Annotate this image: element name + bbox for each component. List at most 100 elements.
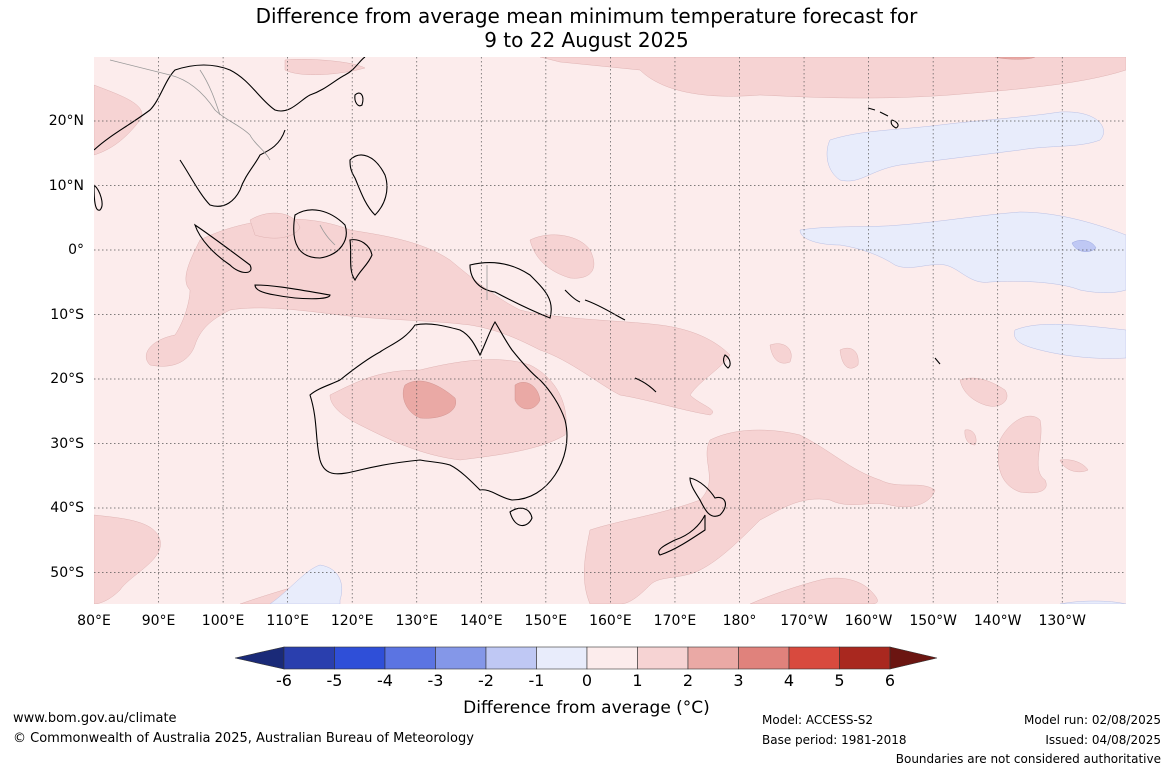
longitude-label: 160°E <box>589 613 632 629</box>
colorbar-swatch <box>485 646 537 670</box>
colorbar-tick-label: 4 <box>783 671 795 690</box>
coastlines <box>94 57 941 556</box>
contour-aus-hot2 <box>514 382 541 410</box>
contour-tasman <box>584 429 936 604</box>
base-period: Base period: 1981-2018 <box>762 733 907 747</box>
coast-nz-south <box>658 514 706 556</box>
contour-pacific-small4 <box>964 429 977 446</box>
colorbar <box>234 646 938 670</box>
coast-tasmania <box>509 507 533 527</box>
colorbar-tick-label: -4 <box>377 671 393 690</box>
contour-north-hot <box>994 57 1036 60</box>
longitude-label: 170°E <box>653 613 697 629</box>
graticule <box>94 57 1126 604</box>
contour-south-west <box>94 514 161 604</box>
colorbar-swatch <box>384 646 436 670</box>
coast-taiwan <box>354 92 364 107</box>
coast-fiji <box>934 357 941 365</box>
colorbar-tick-label: 6 <box>884 671 896 690</box>
longitude-label: 110°E <box>266 613 309 629</box>
longitude-label: 170°W <box>780 613 828 629</box>
colorbar-swatch <box>283 646 335 670</box>
colorbar-swatch <box>687 646 739 670</box>
colorbar-swatch <box>738 646 790 670</box>
contour-cool-equator <box>799 211 1126 293</box>
contour-aus-hot1 <box>402 380 456 419</box>
map-title-line1: Difference from average mean minimum tem… <box>255 4 918 28</box>
latitude-label: 40°S <box>50 500 84 516</box>
contour-pacific-small1 <box>959 377 1008 407</box>
colorbar-extend-high <box>889 646 938 670</box>
coast-hawaii <box>867 107 899 129</box>
colorbar-tick-label: -3 <box>427 671 444 690</box>
longitude-label: 140°E <box>460 613 503 629</box>
longitude-label: 90°E <box>141 613 176 629</box>
contour-maritime <box>145 218 731 416</box>
longitude-label: 150°E <box>524 613 568 629</box>
contour-pacific-small2 <box>839 347 859 369</box>
contour-indian-mid <box>249 212 301 239</box>
model-name: Model: ACCESS-S2 <box>762 713 874 727</box>
coast-sulawesi <box>349 239 373 282</box>
latitude-label: 20°N <box>48 113 84 129</box>
colorbar-tick-label: 3 <box>733 671 744 690</box>
contour-pacific-small5 <box>1059 459 1089 473</box>
issued-date: Issued: 04/08/2025 <box>1045 733 1161 747</box>
model-run-date: Model run: 02/08/2025 <box>1023 713 1161 727</box>
longitude-label: 120°E <box>330 613 374 629</box>
latitude-label: 30°S <box>50 435 84 452</box>
colorbar-tick-label: 2 <box>682 671 694 690</box>
latitude-label: 50°S <box>50 564 84 581</box>
longitude-label: 130°W <box>1038 613 1087 629</box>
coast-vanuatu <box>723 354 731 369</box>
contour-cool-north <box>826 111 1104 182</box>
colorbar-extend-low <box>234 646 285 670</box>
coast-png <box>469 261 552 319</box>
colorbar-tick-label: 1 <box>632 671 643 690</box>
contour-cool-core <box>1071 240 1097 252</box>
longitude-label: 140°W <box>973 613 1022 629</box>
colorbar-tick-label: 0 <box>581 671 593 690</box>
contour-north-small <box>284 59 366 75</box>
contour-pacific-small3 <box>769 343 792 364</box>
colorbar-swatch <box>435 646 487 670</box>
colorbar-tick-label: -1 <box>528 671 545 690</box>
country-borders <box>109 59 488 300</box>
contour-indian-nw <box>94 84 143 156</box>
copyright-text: © Commonwealth of Australia 2025, Austra… <box>13 731 474 746</box>
latitude-label: 10°N <box>48 177 84 194</box>
coast-borneo <box>293 209 347 259</box>
colorbar-swatch <box>586 646 638 670</box>
coast-new-caledonia <box>634 377 657 393</box>
colorbar-swatch <box>334 646 386 670</box>
colorbar-title: Difference from average (°C) <box>463 698 710 718</box>
latitude-label: 0° <box>68 242 84 258</box>
contour-cool-south-east <box>1059 600 1126 604</box>
longitude-label: 180° <box>722 613 757 629</box>
colorbar-swatch <box>536 646 588 670</box>
contour-cool-southeast <box>1014 324 1126 359</box>
contour-north-pacific <box>539 57 1126 99</box>
contour-pacific-east <box>998 415 1047 493</box>
coast-nz-north <box>689 477 726 517</box>
longitude-label: 160°W <box>844 613 893 629</box>
latitude-label: 20°S <box>50 371 84 387</box>
colorbar-tick-label: -5 <box>326 671 343 690</box>
map-title-line2: 9 to 22 August 2025 <box>484 28 689 52</box>
website-link[interactable]: www.bom.gov.au/climate <box>13 711 177 726</box>
longitude-label: 80°E <box>77 613 111 629</box>
longitude-label: 150°W <box>909 613 957 629</box>
latitude-label: 10°S <box>50 306 84 323</box>
colorbar-tick-label: -2 <box>478 671 494 690</box>
coast-java <box>254 284 331 300</box>
colorbar-tick-label: 5 <box>834 671 845 690</box>
colorbar-tick-label: -6 <box>276 671 292 690</box>
colorbar-swatch <box>839 646 891 670</box>
contour-south-pacific <box>749 577 878 604</box>
boundary-disclaimer: Boundaries are not considered authoritat… <box>895 752 1161 766</box>
colorbar-swatch <box>637 646 689 670</box>
coast-australia <box>309 320 568 501</box>
colorbar-swatch <box>788 646 840 670</box>
longitude-label: 130°E <box>395 613 439 629</box>
